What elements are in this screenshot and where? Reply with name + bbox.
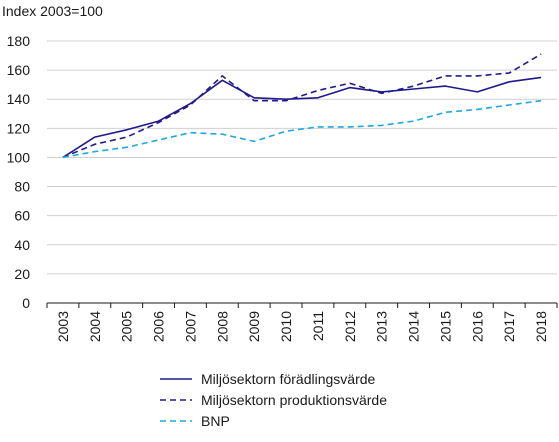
y-tick-label: 140 bbox=[7, 91, 31, 107]
y-tick-label: 80 bbox=[14, 179, 30, 195]
series-line-3 bbox=[62, 99, 542, 159]
y-axis-title: Index 2003=100 bbox=[2, 3, 103, 19]
x-tick-label: 2008 bbox=[214, 311, 230, 342]
x-tick-label: 2013 bbox=[374, 311, 390, 342]
series-line-2 bbox=[62, 53, 542, 159]
x-tick-label: 2003 bbox=[55, 311, 71, 342]
x-tick-label: 2016 bbox=[469, 311, 485, 342]
y-tick-label: 160 bbox=[7, 62, 31, 78]
x-tick-label: 2005 bbox=[119, 311, 135, 342]
legend-label: Miljösektorn förädlingsvärde bbox=[201, 371, 376, 387]
y-tick-label: 60 bbox=[14, 208, 30, 224]
y-axis-ticks: 0 20 40 60 80 100 120 140 160 180 bbox=[7, 33, 31, 311]
x-tick-label: 2009 bbox=[246, 311, 262, 342]
x-tick-label: 2004 bbox=[87, 311, 103, 342]
legend: Miljösektorn förädlingsvärde Miljösektorn… bbox=[160, 371, 387, 429]
y-tick-label: 100 bbox=[7, 149, 31, 165]
x-tick-label: 2007 bbox=[182, 311, 198, 342]
x-tick-label: 2010 bbox=[278, 311, 294, 342]
y-tick-label: 20 bbox=[14, 266, 30, 282]
series-line-1 bbox=[62, 76, 542, 159]
x-tick-label: 2017 bbox=[501, 311, 517, 342]
x-tick-label: 2018 bbox=[533, 311, 549, 342]
x-axis: 2003 2004 2005 2006 2007 2008 2009 2010 2011 2012… bbox=[46, 302, 558, 342]
legend-label: BNP bbox=[201, 413, 230, 429]
x-tick-label: 2011 bbox=[310, 311, 326, 341]
x-tick-label: 2006 bbox=[151, 311, 167, 342]
y-tick-label: 180 bbox=[7, 33, 31, 49]
y-tick-label: 0 bbox=[22, 295, 30, 311]
y-tick-label: 120 bbox=[7, 120, 31, 136]
x-tick-label: 2014 bbox=[406, 311, 422, 342]
x-tick-label: 2015 bbox=[437, 311, 453, 342]
legend-label: Miljösektorn produktionsvärde bbox=[201, 392, 387, 408]
y-tick-label: 40 bbox=[14, 237, 30, 253]
series-lines bbox=[62, 53, 542, 159]
x-tick-label: 2012 bbox=[342, 311, 358, 342]
